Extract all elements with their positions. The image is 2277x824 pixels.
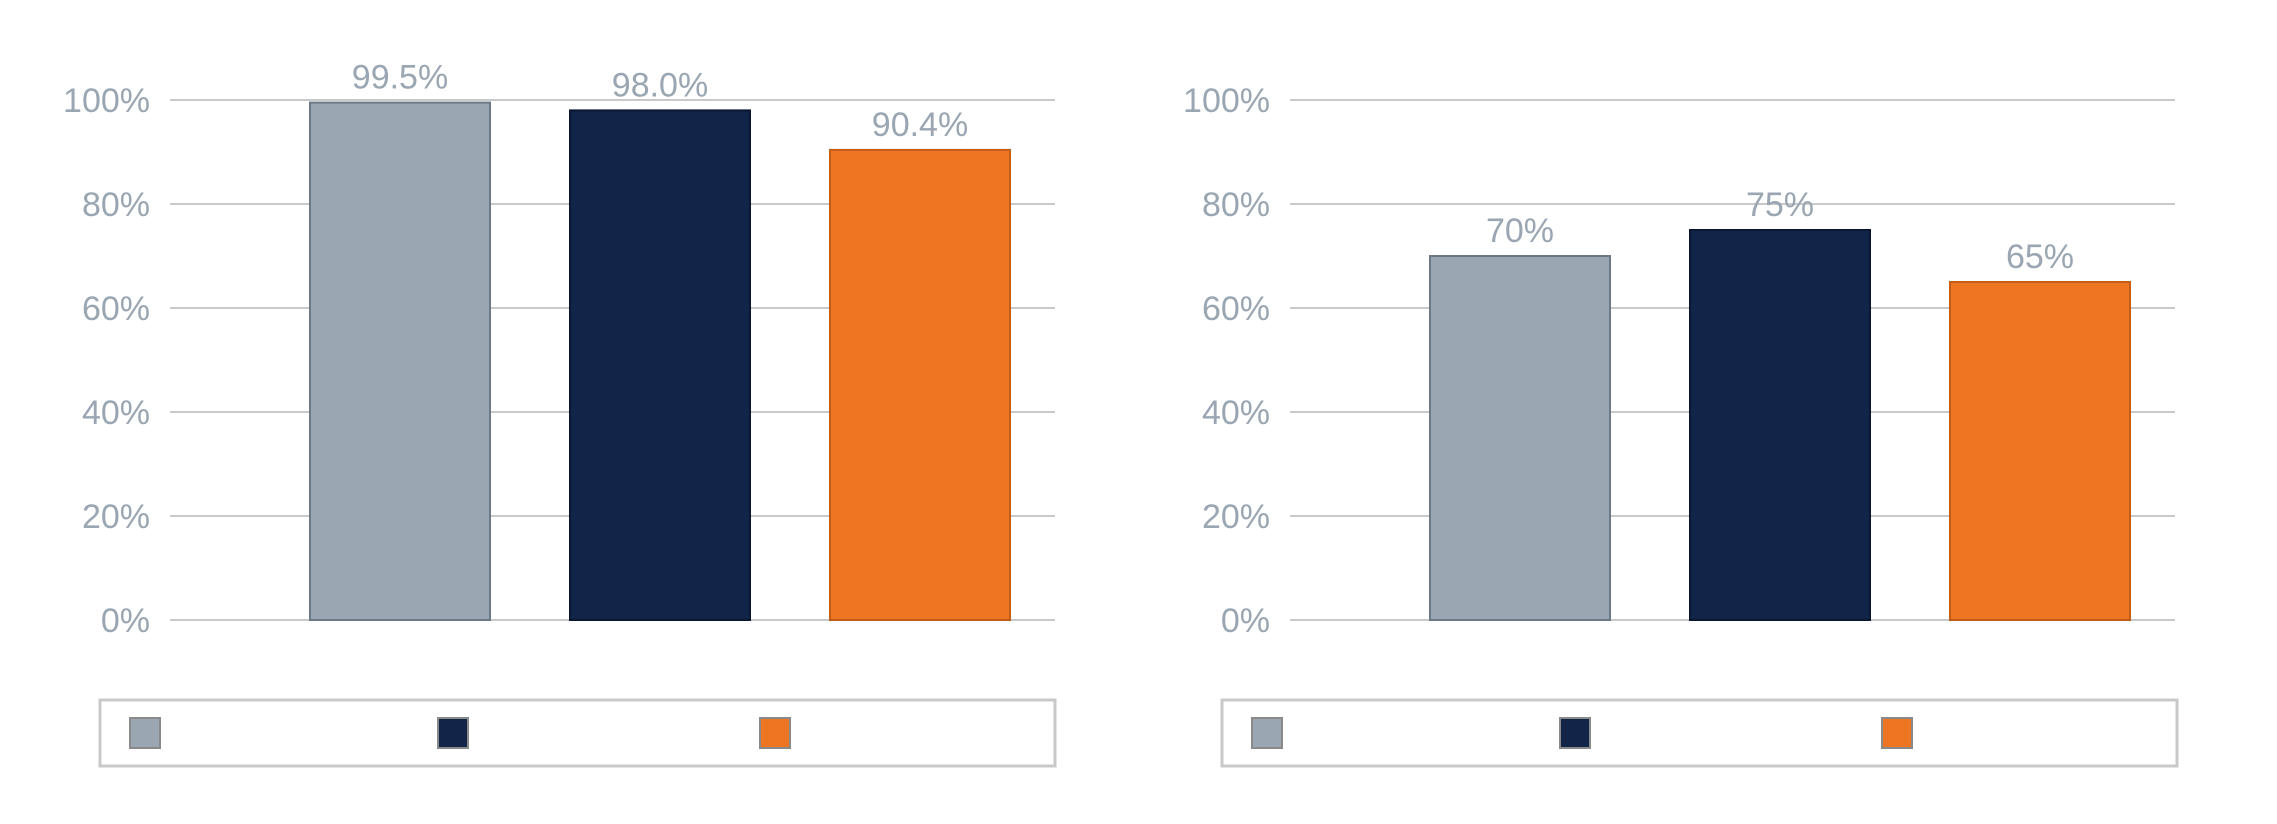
bar-value-label: 98.0% <box>612 66 708 104</box>
bar-right-0 <box>1430 256 1610 620</box>
y-tick-label: 0% <box>101 602 150 640</box>
legend-swatch-left-2 <box>760 718 790 748</box>
y-tick-label: 20% <box>1202 498 1270 536</box>
y-tick-label: 60% <box>1202 290 1270 328</box>
bar-left-1 <box>570 110 750 620</box>
chart-panel-left: 0% 20% 40% 60% 80% 100% 99.5% 98.0% 90.4% <box>63 59 1055 766</box>
legend-box-left <box>100 700 1055 766</box>
legend-swatch-left-1 <box>438 718 468 748</box>
chart-panel-right: 0% 20% 40% 60% 80% 100% 70% 75% 65% <box>1183 82 2177 766</box>
legend-swatch-left-0 <box>130 718 160 748</box>
bar-right-2 <box>1950 282 2130 620</box>
y-tick-label: 80% <box>1202 186 1270 224</box>
y-tick-label: 0% <box>1221 602 1270 640</box>
legend-swatch-right-1 <box>1560 718 1590 748</box>
y-tick-label: 40% <box>82 394 150 432</box>
legend-box-right <box>1222 700 2177 766</box>
bar-left-2 <box>830 150 1010 620</box>
y-tick-label: 60% <box>82 290 150 328</box>
bar-value-label: 75% <box>1746 186 1814 224</box>
legend-swatch-right-2 <box>1882 718 1912 748</box>
bar-value-label: 70% <box>1486 212 1554 250</box>
bar-value-label: 65% <box>2006 238 2074 276</box>
legend-swatch-right-0 <box>1252 718 1282 748</box>
bar-value-label: 99.5% <box>352 59 448 97</box>
y-tick-label: 100% <box>63 82 150 120</box>
bar-value-label: 90.4% <box>872 106 968 144</box>
y-tick-label: 80% <box>82 186 150 224</box>
bar-left-0 <box>310 103 490 620</box>
bar-right-1 <box>1690 230 1870 620</box>
y-tick-label: 20% <box>82 498 150 536</box>
y-tick-label: 100% <box>1183 82 1270 120</box>
y-tick-label: 40% <box>1202 394 1270 432</box>
